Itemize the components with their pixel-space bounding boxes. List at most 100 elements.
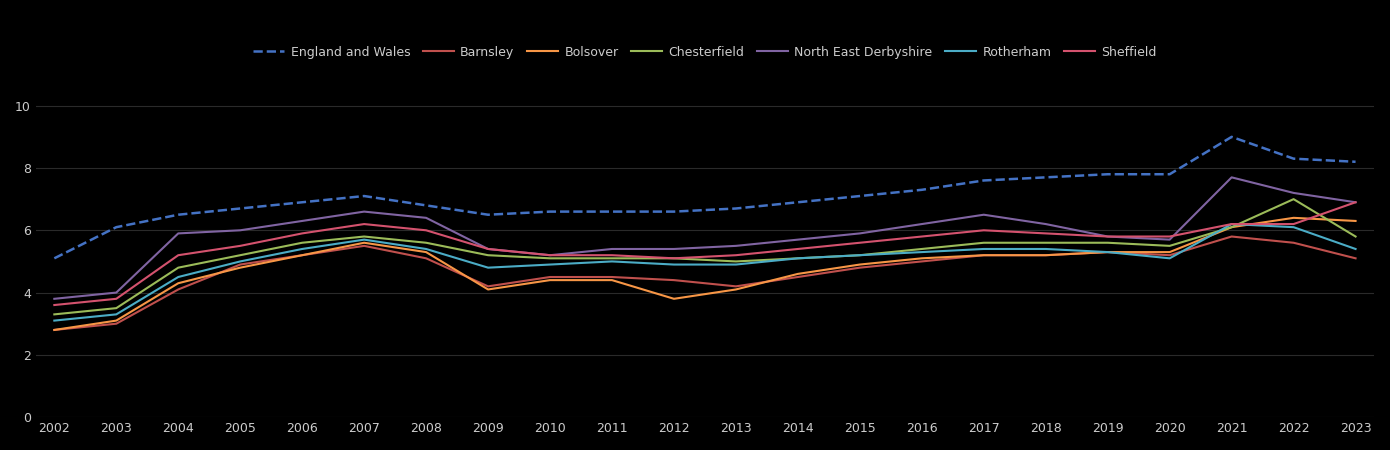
Sheffield xyxy=(293,231,310,236)
Barnsley xyxy=(790,274,806,280)
Rotherham xyxy=(170,274,186,280)
Chesterfield xyxy=(46,312,63,317)
Chesterfield xyxy=(603,256,620,261)
Rotherham xyxy=(666,262,682,267)
Rotherham xyxy=(913,249,930,255)
North East Derbyshire xyxy=(232,228,249,233)
Bolsover xyxy=(603,277,620,283)
Sheffield xyxy=(666,256,682,261)
North East Derbyshire xyxy=(170,231,186,236)
Rotherham xyxy=(1037,246,1054,252)
Chesterfield xyxy=(108,306,125,311)
England and Wales xyxy=(232,206,249,211)
Barnsley xyxy=(293,252,310,258)
Sheffield xyxy=(356,221,373,227)
England and Wales xyxy=(852,194,869,199)
Rotherham xyxy=(1099,249,1116,255)
Bolsover xyxy=(790,271,806,277)
Chesterfield xyxy=(666,256,682,261)
Rotherham xyxy=(727,262,744,267)
Barnsley xyxy=(1347,256,1364,261)
Chesterfield xyxy=(542,256,559,261)
Bolsover xyxy=(1161,249,1177,255)
Line: Sheffield: Sheffield xyxy=(54,202,1355,305)
Rotherham xyxy=(852,252,869,258)
Bolsover xyxy=(170,280,186,286)
North East Derbyshire xyxy=(666,246,682,252)
North East Derbyshire xyxy=(603,246,620,252)
England and Wales xyxy=(542,209,559,214)
Bolsover xyxy=(46,327,63,333)
Barnsley xyxy=(852,265,869,270)
North East Derbyshire xyxy=(418,215,435,220)
Barnsley xyxy=(913,259,930,264)
Sheffield xyxy=(232,243,249,248)
Bolsover xyxy=(293,252,310,258)
Bolsover xyxy=(356,240,373,245)
Bolsover xyxy=(1037,252,1054,258)
North East Derbyshire xyxy=(542,252,559,258)
Sheffield xyxy=(603,252,620,258)
Barnsley xyxy=(356,243,373,248)
Rotherham xyxy=(1286,225,1302,230)
Barnsley xyxy=(666,277,682,283)
Bolsover xyxy=(1347,218,1364,224)
North East Derbyshire xyxy=(913,221,930,227)
England and Wales xyxy=(418,202,435,208)
England and Wales xyxy=(1161,171,1177,177)
Sheffield xyxy=(542,252,559,258)
Line: Rotherham: Rotherham xyxy=(54,224,1355,320)
Bolsover xyxy=(852,262,869,267)
England and Wales xyxy=(170,212,186,217)
England and Wales xyxy=(108,225,125,230)
North East Derbyshire xyxy=(1286,190,1302,196)
Bolsover xyxy=(480,287,496,292)
Bolsover xyxy=(1286,215,1302,220)
England and Wales xyxy=(46,256,63,261)
Sheffield xyxy=(1347,199,1364,205)
Sheffield xyxy=(790,246,806,252)
Bolsover xyxy=(666,296,682,302)
North East Derbyshire xyxy=(356,209,373,214)
Barnsley xyxy=(170,287,186,292)
England and Wales xyxy=(603,209,620,214)
Chesterfield xyxy=(913,246,930,252)
Sheffield xyxy=(976,228,992,233)
North East Derbyshire xyxy=(976,212,992,217)
Bolsover xyxy=(108,318,125,323)
Line: Bolsover: Bolsover xyxy=(54,218,1355,330)
Chesterfield xyxy=(1286,197,1302,202)
England and Wales xyxy=(727,206,744,211)
Barnsley xyxy=(1161,252,1177,258)
Rotherham xyxy=(790,256,806,261)
North East Derbyshire xyxy=(852,231,869,236)
England and Wales xyxy=(293,199,310,205)
Rotherham xyxy=(356,237,373,243)
Barnsley xyxy=(480,284,496,289)
Barnsley xyxy=(1037,252,1054,258)
Barnsley xyxy=(603,274,620,280)
Barnsley xyxy=(418,256,435,261)
Rotherham xyxy=(418,246,435,252)
Chesterfield xyxy=(356,234,373,239)
Sheffield xyxy=(1161,234,1177,239)
North East Derbyshire xyxy=(480,246,496,252)
Rotherham xyxy=(232,259,249,264)
England and Wales xyxy=(913,187,930,193)
Chesterfield xyxy=(1347,234,1364,239)
Bolsover xyxy=(1099,249,1116,255)
Sheffield xyxy=(727,252,744,258)
Rotherham xyxy=(976,246,992,252)
Sheffield xyxy=(1223,221,1240,227)
England and Wales xyxy=(1347,159,1364,165)
Sheffield xyxy=(170,252,186,258)
Rotherham xyxy=(603,259,620,264)
England and Wales xyxy=(1037,175,1054,180)
Chesterfield xyxy=(170,265,186,270)
North East Derbyshire xyxy=(46,296,63,302)
Rotherham xyxy=(480,265,496,270)
Sheffield xyxy=(480,246,496,252)
England and Wales xyxy=(480,212,496,217)
North East Derbyshire xyxy=(1161,237,1177,243)
Chesterfield xyxy=(1161,243,1177,248)
